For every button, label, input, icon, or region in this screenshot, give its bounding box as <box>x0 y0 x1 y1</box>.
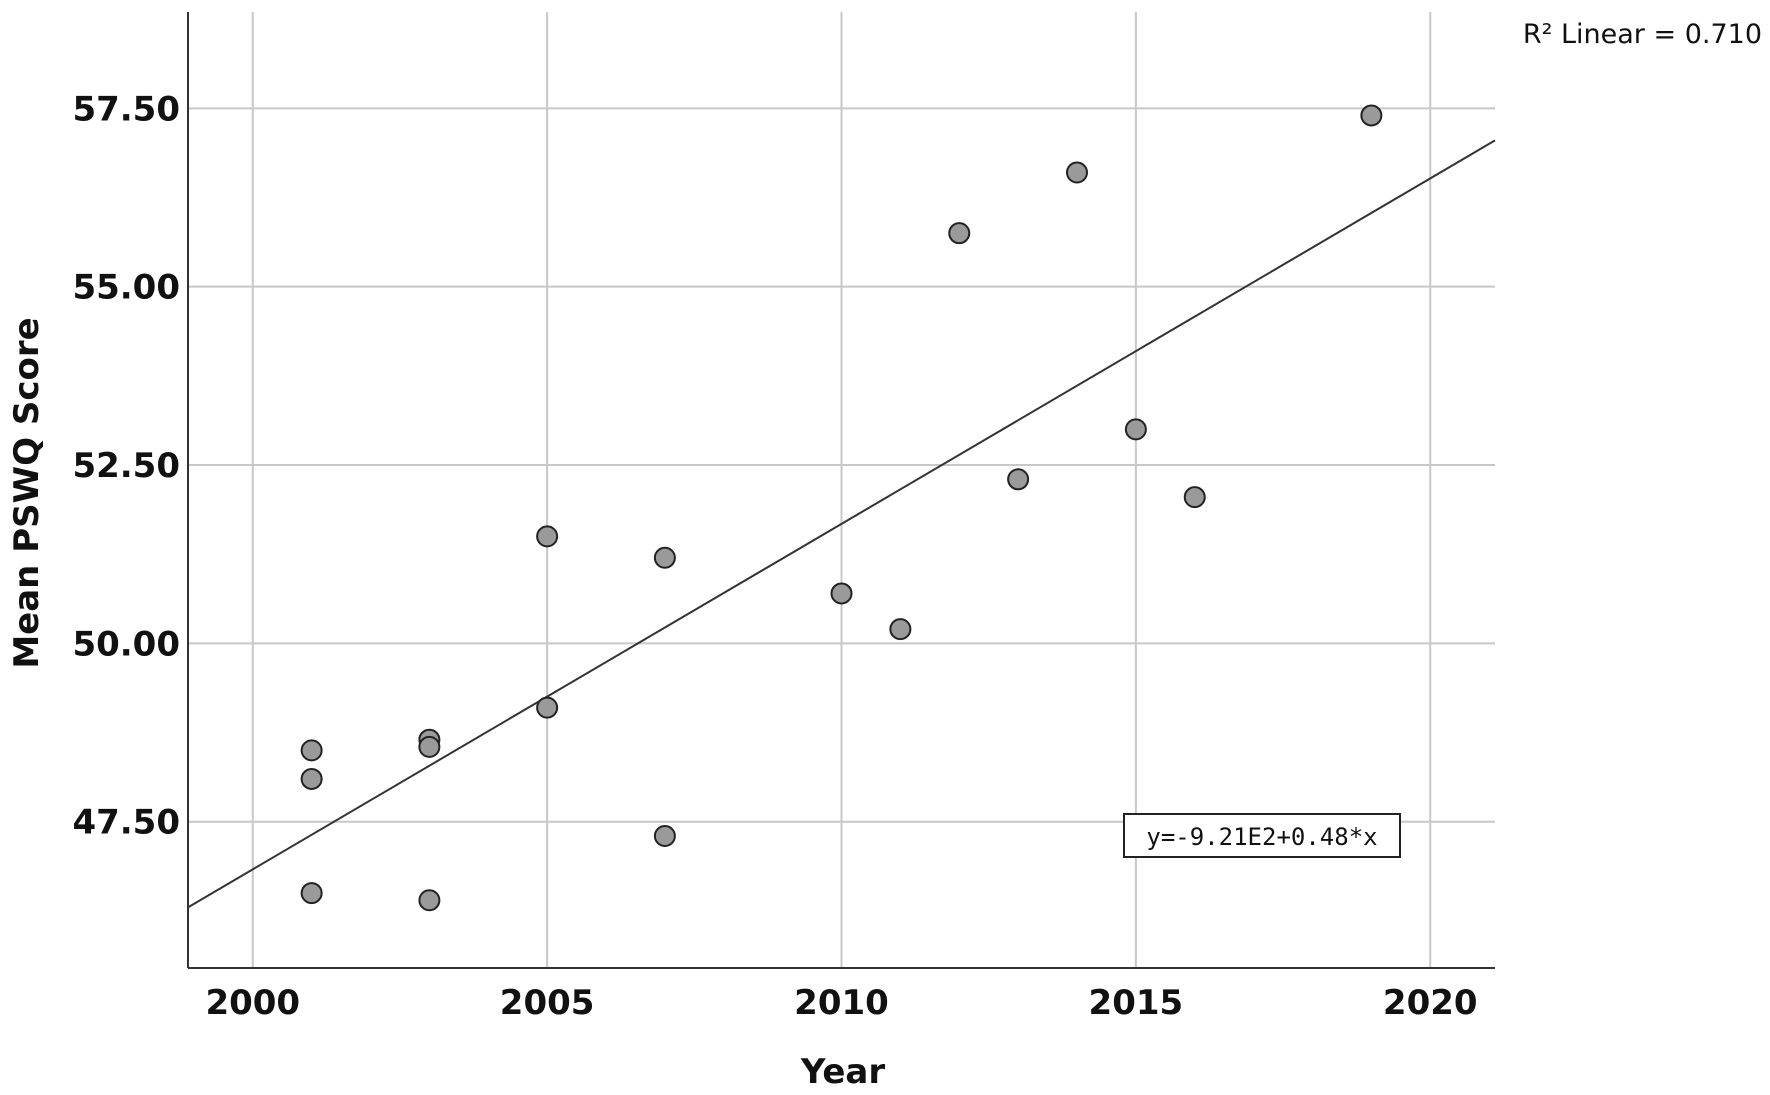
y-axis-title: Mean PSWQ Score <box>7 317 47 668</box>
data-points <box>300 104 1383 912</box>
data-point <box>300 739 323 762</box>
data-point <box>1065 161 1088 184</box>
x-tick-label: 2020 <box>1383 983 1478 1023</box>
equation-box: y=-9.21E2+0.48*x <box>1123 813 1401 858</box>
regression-line <box>187 139 1496 909</box>
data-point <box>300 882 323 905</box>
x-gridlines <box>251 12 1432 968</box>
x-tick-label: 2005 <box>500 983 595 1023</box>
data-point <box>889 618 912 641</box>
y-tick-labels: 47.50 50.00 52.50 55.00 57.50 <box>72 89 180 842</box>
data-point <box>536 525 559 548</box>
x-tick-label: 2000 <box>205 983 300 1023</box>
data-point <box>1124 418 1147 441</box>
data-point <box>653 546 676 569</box>
equation-box-border <box>1123 813 1401 858</box>
y-tick-label: 47.50 <box>72 803 180 843</box>
y-tick-label: 55.00 <box>72 268 180 308</box>
y-tick-label: 50.00 <box>72 624 180 664</box>
equation-label: y=-9.21E2+0.48*x <box>1146 823 1377 851</box>
data-point <box>418 735 441 758</box>
data-point <box>300 767 323 790</box>
data-point <box>1183 486 1206 509</box>
x-tick-label: 2015 <box>1089 983 1184 1023</box>
data-point <box>948 222 971 245</box>
data-point <box>1007 468 1030 491</box>
r-squared-label: R² Linear = 0.710 <box>1523 19 1762 50</box>
x-tick-labels: 2000 2005 2010 2015 2020 <box>205 983 1477 1023</box>
data-point <box>653 825 676 848</box>
data-point <box>830 582 853 605</box>
x-tick-label: 2010 <box>794 983 889 1023</box>
data-point <box>1360 104 1383 127</box>
data-point <box>418 889 441 912</box>
y-tick-label: 52.50 <box>72 446 180 486</box>
x-axis-title: Year <box>800 1052 886 1092</box>
data-point <box>536 696 559 719</box>
y-tick-label: 57.50 <box>72 89 180 129</box>
